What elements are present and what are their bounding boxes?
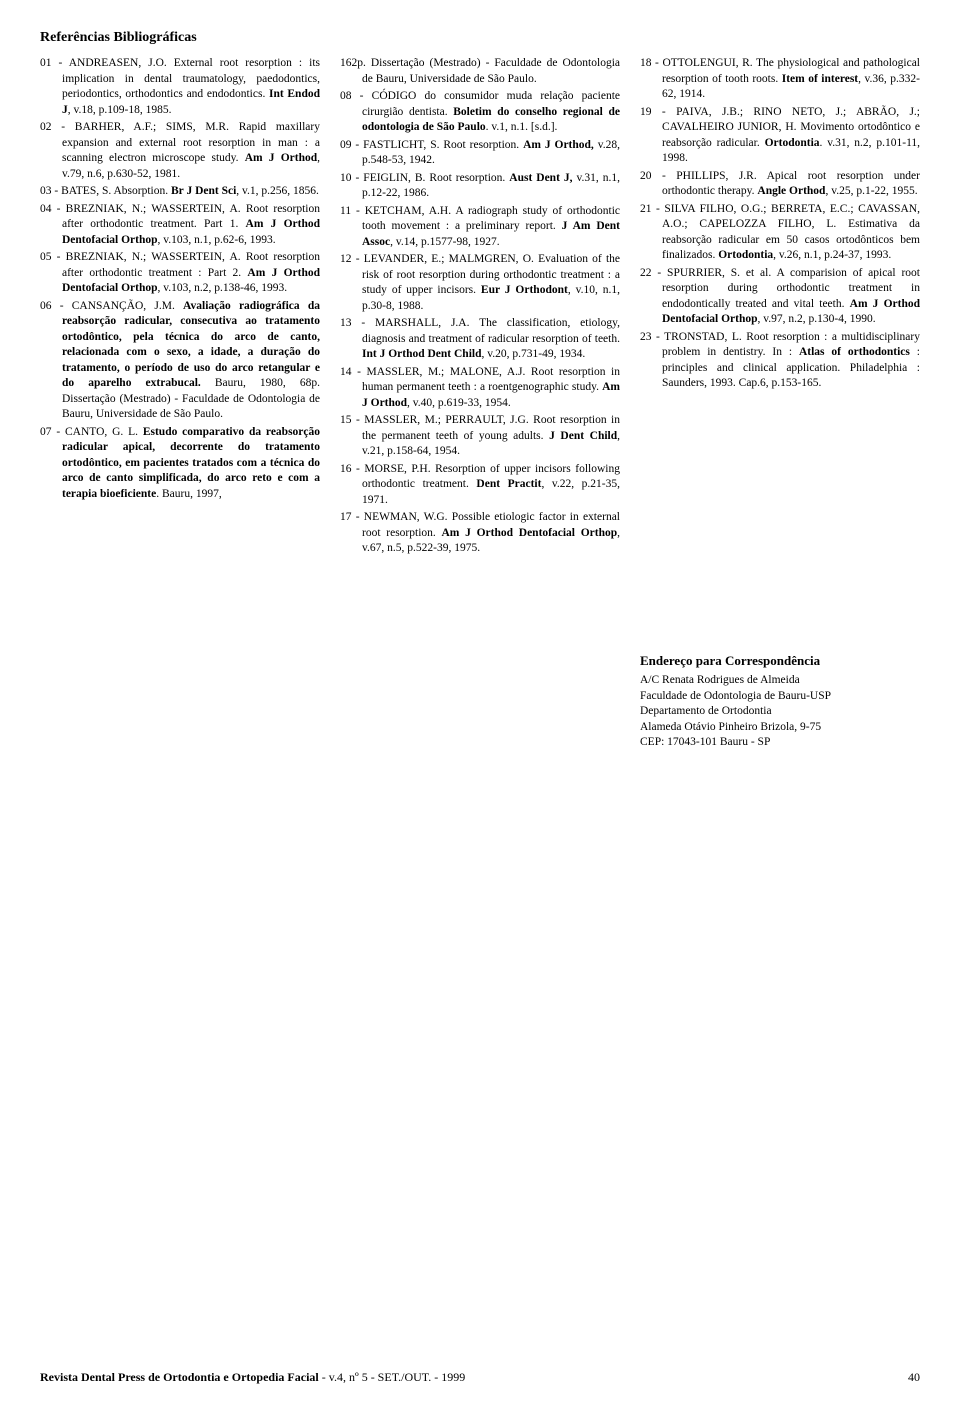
reference-item: 19 - PAIVA, J.B.; RINO NETO, J.; ABRÃO, … (640, 105, 920, 167)
column-3: 18 - OTTOLENGUI, R. The physiological an… (640, 56, 920, 751)
reference-item: 05 - BREZNIAK, N.; WASSERTEIN, A. Root r… (40, 250, 320, 297)
reference-item: 16 - MORSE, P.H. Resorption of upper inc… (340, 462, 620, 509)
reference-item: 07 - CANTO, G. L. Estudo comparativo da … (40, 425, 320, 503)
reference-item: 22 - SPURRIER, S. et al. A comparision o… (640, 266, 920, 328)
reference-item: 03 - BATES, S. Absorption. Br J Dent Sci… (40, 184, 320, 200)
reference-item: 20 - PHILLIPS, J.R. Apical root resorpti… (640, 169, 920, 200)
reference-item: 10 - FEIGLIN, B. Root resorption. Aust D… (340, 171, 620, 202)
reference-item: 23 - TRONSTAD, L. Root resorption : a mu… (640, 330, 920, 392)
address-line: CEP: 17043-101 Bauru - SP (640, 735, 920, 751)
reference-item: 14 - MASSLER, M.; MALONE, A.J. Root reso… (340, 365, 620, 412)
page: Referências Bibliográficas 01 - ANDREASE… (0, 0, 960, 1403)
column-1: 01 - ANDREASEN, J.O. External root resor… (40, 56, 320, 751)
address-title: Endereço para Correspondência (640, 652, 920, 670)
reference-item: 01 - ANDREASEN, J.O. External root resor… (40, 56, 320, 118)
footer-journal: Revista Dental Press de Ortodontia e Ort… (40, 1370, 465, 1385)
references-title: Referências Bibliográficas (40, 30, 920, 46)
reference-item: 06 - CANSANÇÃO, J.M. Avaliação radiográf… (40, 299, 320, 423)
reference-item: 15 - MASSLER, M.; PERRAULT, J.G. Root re… (340, 413, 620, 460)
reference-item: 02 - BARHER, A.F.; SIMS, M.R. Rapid maxi… (40, 120, 320, 182)
reference-item: 09 - FASTLICHT, S. Root resorption. Am J… (340, 138, 620, 169)
journal-issue: - v.4, nº 5 - SET./OUT. - 1999 (319, 1370, 465, 1384)
reference-item: 21 - SILVA FILHO, O.G.; BERRETA, E.C.; C… (640, 202, 920, 264)
reference-item: 04 - BREZNIAK, N.; WASSERTEIN, A. Root r… (40, 202, 320, 249)
column-2: 162p. Dissertação (Mestrado) - Faculdade… (340, 56, 620, 751)
footer-page: 40 (908, 1370, 920, 1385)
address-line: Faculdade de Odontologia de Bauru-USP (640, 689, 920, 705)
journal-name: Revista Dental Press de Ortodontia e Ort… (40, 1370, 319, 1384)
address-line: Departamento de Ortodontia (640, 704, 920, 720)
reference-item: 11 - KETCHAM, A.H. A radiograph study of… (340, 204, 620, 251)
references-columns: 01 - ANDREASEN, J.O. External root resor… (40, 56, 920, 751)
reference-item: 08 - CÓDIGO do consumidor muda relação p… (340, 89, 620, 136)
reference-item: 162p. Dissertação (Mestrado) - Faculdade… (340, 56, 620, 87)
reference-item: 17 - NEWMAN, W.G. Possible etiologic fac… (340, 510, 620, 557)
address-line: Alameda Otávio Pinheiro Brizola, 9-75 (640, 720, 920, 736)
reference-item: 18 - OTTOLENGUI, R. The physiological an… (640, 56, 920, 103)
reference-item: 13 - MARSHALL, J.A. The classification, … (340, 316, 620, 363)
page-footer: Revista Dental Press de Ortodontia e Ort… (40, 1370, 920, 1385)
address-line: A/C Renata Rodrigues de Almeida (640, 673, 920, 689)
reference-item: 12 - LEVANDER, E.; MALMGREN, O. Evaluati… (340, 252, 620, 314)
